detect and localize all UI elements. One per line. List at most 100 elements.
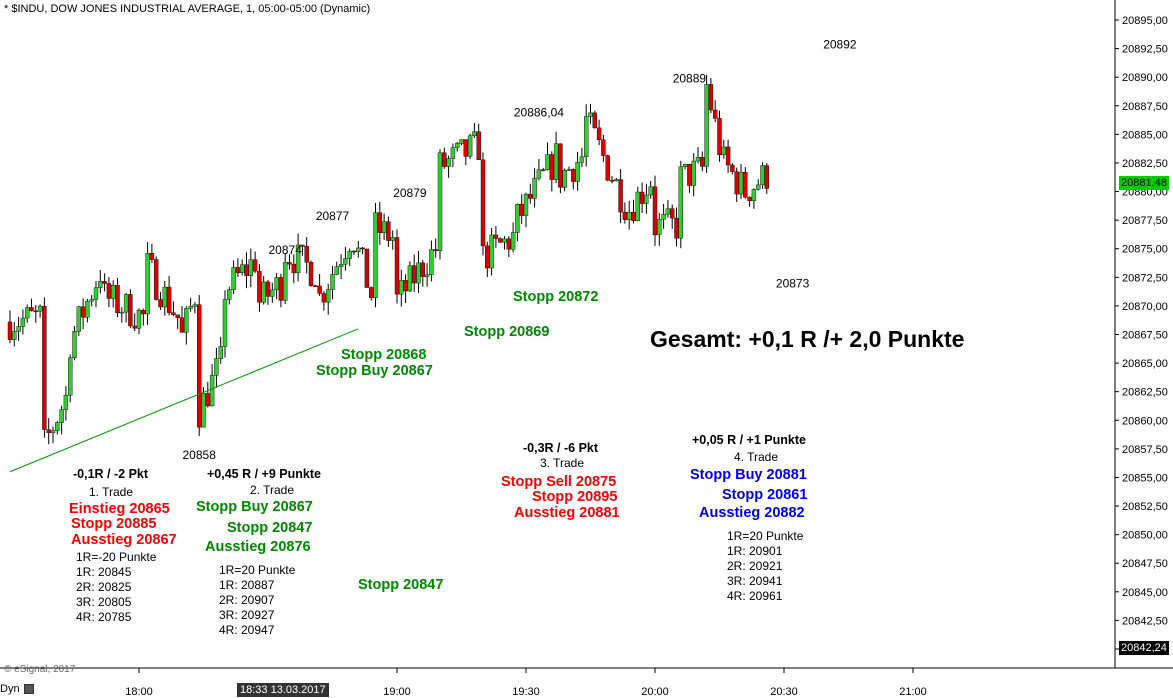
candle-body [519,203,524,216]
candle-body [760,165,765,186]
trade2-stopp: Stopp 20847 [227,520,313,536]
price-tick-label: 20872,50 [1122,272,1168,284]
candle-body [678,166,683,239]
price-tick-label: 20842,50 [1122,615,1168,627]
candle-body [743,171,748,198]
price-tick-label: 20857,50 [1122,444,1168,456]
candle-body [46,429,51,433]
candle-body [717,118,722,155]
candle-body [605,155,610,181]
candle-body [394,237,400,295]
trade4-result: +0,05 R / +1 Punkte [692,433,806,447]
candle-body [399,280,404,295]
candle-body [433,249,438,252]
stopp-20872-label: Stopp 20872 [513,289,599,305]
crosshair-price-tag: 20842,24 [1119,641,1169,655]
candle-body [562,170,567,188]
price-tick-label: 20867,50 [1122,330,1168,342]
candle-body [459,139,464,144]
candle-body [184,308,189,333]
candle-body [29,307,34,312]
candle-body [364,248,370,288]
trade4-stopp: Stopp 20861 [722,487,808,503]
candle-body [252,259,258,272]
candle-body [123,294,129,313]
trade1-r-line: 1R=-20 Punkte [76,550,157,564]
trade1-r-line: 4R: 20785 [76,610,132,624]
dyn-label: Dyn [0,683,20,695]
trade2-r-line: 2R: 20907 [219,593,275,607]
trade1-ausstieg: Ausstieg 20867 [71,532,177,548]
candle-body [515,203,520,233]
time-tick-label: 21:00 [899,686,927,698]
time-axis: 18:00 19:00 19:30 20:00 20:30 21:00 [125,668,927,698]
dyn-toggle-button[interactable] [24,684,34,694]
candle-body [541,169,546,171]
candle-body [424,274,430,277]
candle-body [764,165,769,189]
candle-body [437,152,443,252]
candle-body [145,253,150,315]
candle-body [192,304,198,307]
candle-body [536,169,542,179]
trendline[interactable] [9,328,359,473]
candle-body [596,127,602,140]
trade3-stopp: Stopp 20895 [532,489,618,505]
price-tick-label: 20862,50 [1122,387,1168,399]
candle-body [283,262,288,301]
candle-body [730,164,735,172]
trade2-r-line: 1R: 20887 [219,578,275,592]
candle-body [695,157,701,162]
candle-body [257,270,262,303]
price-label: 20879 [393,186,427,200]
candle-body [201,393,206,428]
candle-body [153,259,159,300]
candle-body [558,143,563,188]
candle-body [356,247,361,252]
candle-body [614,179,619,182]
candle-body [304,246,309,263]
candle-body [584,116,589,158]
candle-body [674,217,679,239]
candle-body [63,395,69,410]
price-tick-label: 20887,50 [1122,101,1168,113]
trade2-result: +0,45 R / +9 Punkte [207,467,321,481]
candle-body [85,300,90,318]
candle-body [369,287,374,298]
candle-body [166,286,172,313]
candle-body [403,280,408,292]
candle-body [446,158,451,167]
candle-body [308,261,314,286]
candle-body [158,299,163,308]
candle-body [480,159,486,247]
candle-body [136,310,142,329]
candle-body [472,131,477,137]
trade1-name: 1. Trade [89,485,134,499]
candle-body [179,317,185,333]
trade1-einstieg: Einstieg 20865 [69,501,170,517]
candle-body [12,331,17,340]
trade2-stopp-buy: Stopp Buy 20867 [196,499,313,515]
time-tick-label: 19:00 [383,686,411,698]
candle-body [37,305,43,312]
candle-body [407,265,413,292]
candle-body [609,180,615,182]
candle-body [313,285,318,287]
candle-body [532,177,537,199]
candle-body [244,264,249,276]
candle-body [300,244,305,247]
candle-body [231,267,236,290]
candle-body [493,234,499,239]
candle-body [106,283,112,299]
trade2-ausstieg: Ausstieg 20876 [205,539,311,555]
trade3-result: -0,3R / -6 Pkt [523,441,599,455]
candle-body [115,285,120,313]
trade4-name: 4. Trade [734,450,779,464]
candle-body [635,191,640,222]
candle-body [571,169,576,182]
candle-body [661,213,666,220]
candle-body [639,191,645,204]
trade4-ausstieg: Ausstieg 20882 [699,505,805,521]
price-label: 20874 [269,243,303,257]
